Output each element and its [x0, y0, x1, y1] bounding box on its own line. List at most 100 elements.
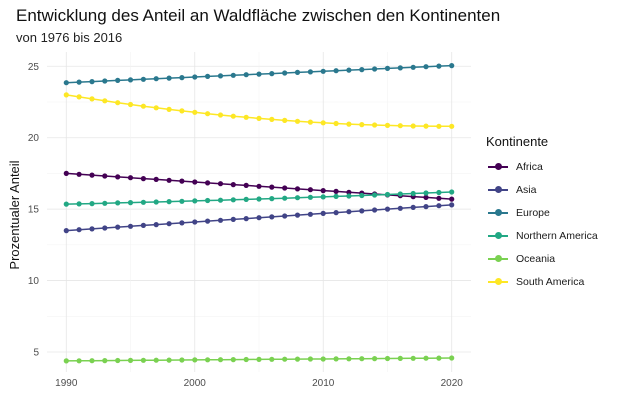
legend-key-northern-america [486, 228, 510, 244]
data-point-northern-america [127, 200, 134, 206]
data-point-asia [282, 213, 288, 219]
data-point-oceania [115, 357, 121, 364]
legend-key-asia [486, 182, 510, 198]
data-point-oceania [179, 357, 185, 363]
data-point-asia [140, 222, 146, 228]
data-point-south-america [153, 105, 159, 111]
data-point-south-america [307, 119, 313, 125]
data-point-oceania [153, 357, 159, 363]
data-point-oceania [359, 356, 365, 362]
y-tick-label: 15 [28, 205, 40, 216]
data-point-africa [89, 172, 95, 178]
data-point-oceania [127, 357, 134, 363]
data-point-northern-america [397, 191, 403, 197]
data-point-oceania [256, 356, 262, 362]
data-point-europe [294, 69, 301, 75]
series-layer [63, 63, 455, 364]
data-point-northern-america [294, 195, 301, 201]
data-point-northern-america [307, 194, 313, 200]
data-point-south-america [63, 92, 69, 98]
data-point-africa [269, 184, 275, 190]
data-point-south-america [140, 103, 146, 109]
data-point-asia [397, 205, 403, 211]
x-tick-label: 2010 [312, 378, 335, 389]
data-point-africa [115, 174, 121, 180]
data-point-africa [217, 181, 224, 187]
data-point-asia [449, 202, 455, 208]
legend-label: Europe [516, 206, 550, 219]
legend-item-asia: Asia [486, 178, 598, 201]
data-point-asia [89, 226, 95, 232]
data-point-asia [127, 223, 134, 229]
chart-subtitle: von 1976 bis 2016 [16, 30, 123, 45]
data-point-south-america [217, 112, 224, 118]
data-point-africa [294, 186, 301, 192]
data-point-europe [269, 71, 275, 77]
data-point-europe [384, 65, 391, 71]
data-point-oceania [76, 358, 82, 364]
data-point-south-america [230, 113, 236, 119]
data-point-oceania [307, 356, 313, 362]
data-point-oceania [410, 355, 416, 361]
data-point-asia [192, 219, 198, 225]
y-tick-label: 25 [28, 62, 40, 73]
data-point-south-america [282, 117, 288, 123]
data-point-northern-america [230, 197, 236, 203]
data-point-europe [140, 76, 146, 82]
data-point-asia [436, 203, 442, 209]
data-point-asia [384, 206, 391, 212]
data-point-northern-america [372, 192, 378, 198]
data-point-south-america [346, 121, 352, 127]
data-point-asia [230, 216, 236, 222]
data-point-oceania [192, 357, 198, 363]
data-point-south-america [179, 108, 185, 114]
data-point-asia [179, 220, 185, 226]
data-point-europe [346, 67, 352, 73]
data-point-africa [282, 185, 288, 191]
data-point-asia [63, 228, 69, 234]
series-northern-america [63, 189, 455, 207]
data-point-africa [333, 188, 339, 194]
grid-lines [47, 52, 471, 372]
data-point-oceania [89, 358, 95, 364]
data-point-asia [243, 216, 249, 222]
x-tick-label: 2020 [441, 378, 464, 389]
data-point-europe [192, 74, 198, 80]
legend-item-oceania: Oceania [486, 247, 598, 270]
data-point-south-america [320, 120, 326, 126]
data-point-oceania [205, 357, 211, 363]
data-point-asia [294, 212, 301, 218]
data-point-south-america [115, 100, 121, 106]
data-point-south-america [397, 123, 403, 129]
legend-key-africa [486, 159, 510, 175]
data-point-south-america [294, 118, 301, 124]
data-point-northern-america [192, 198, 198, 204]
data-point-europe [397, 65, 403, 71]
data-point-europe [410, 64, 416, 70]
data-point-oceania [294, 356, 301, 362]
data-point-africa [153, 176, 159, 182]
data-point-oceania [397, 355, 403, 361]
data-point-europe [153, 76, 159, 82]
data-point-northern-america [282, 195, 288, 201]
data-point-south-america [76, 94, 82, 100]
data-point-south-america [89, 96, 95, 102]
data-point-northern-america [63, 201, 69, 207]
data-point-oceania [269, 356, 275, 362]
x-tick-label: 1990 [55, 378, 78, 389]
data-point-northern-america [410, 190, 416, 197]
data-point-europe [102, 78, 108, 84]
series-europe [63, 63, 455, 86]
data-point-africa [205, 180, 211, 186]
data-point-asia [76, 227, 82, 233]
data-point-africa [166, 177, 172, 183]
data-point-africa [307, 187, 313, 193]
data-point-africa [140, 176, 146, 182]
data-point-south-america [256, 115, 262, 121]
data-point-south-america [192, 109, 198, 115]
data-point-europe [127, 77, 134, 83]
data-point-oceania [243, 356, 249, 363]
legend-item-south-america: South America [486, 270, 598, 293]
data-point-oceania [449, 355, 455, 361]
